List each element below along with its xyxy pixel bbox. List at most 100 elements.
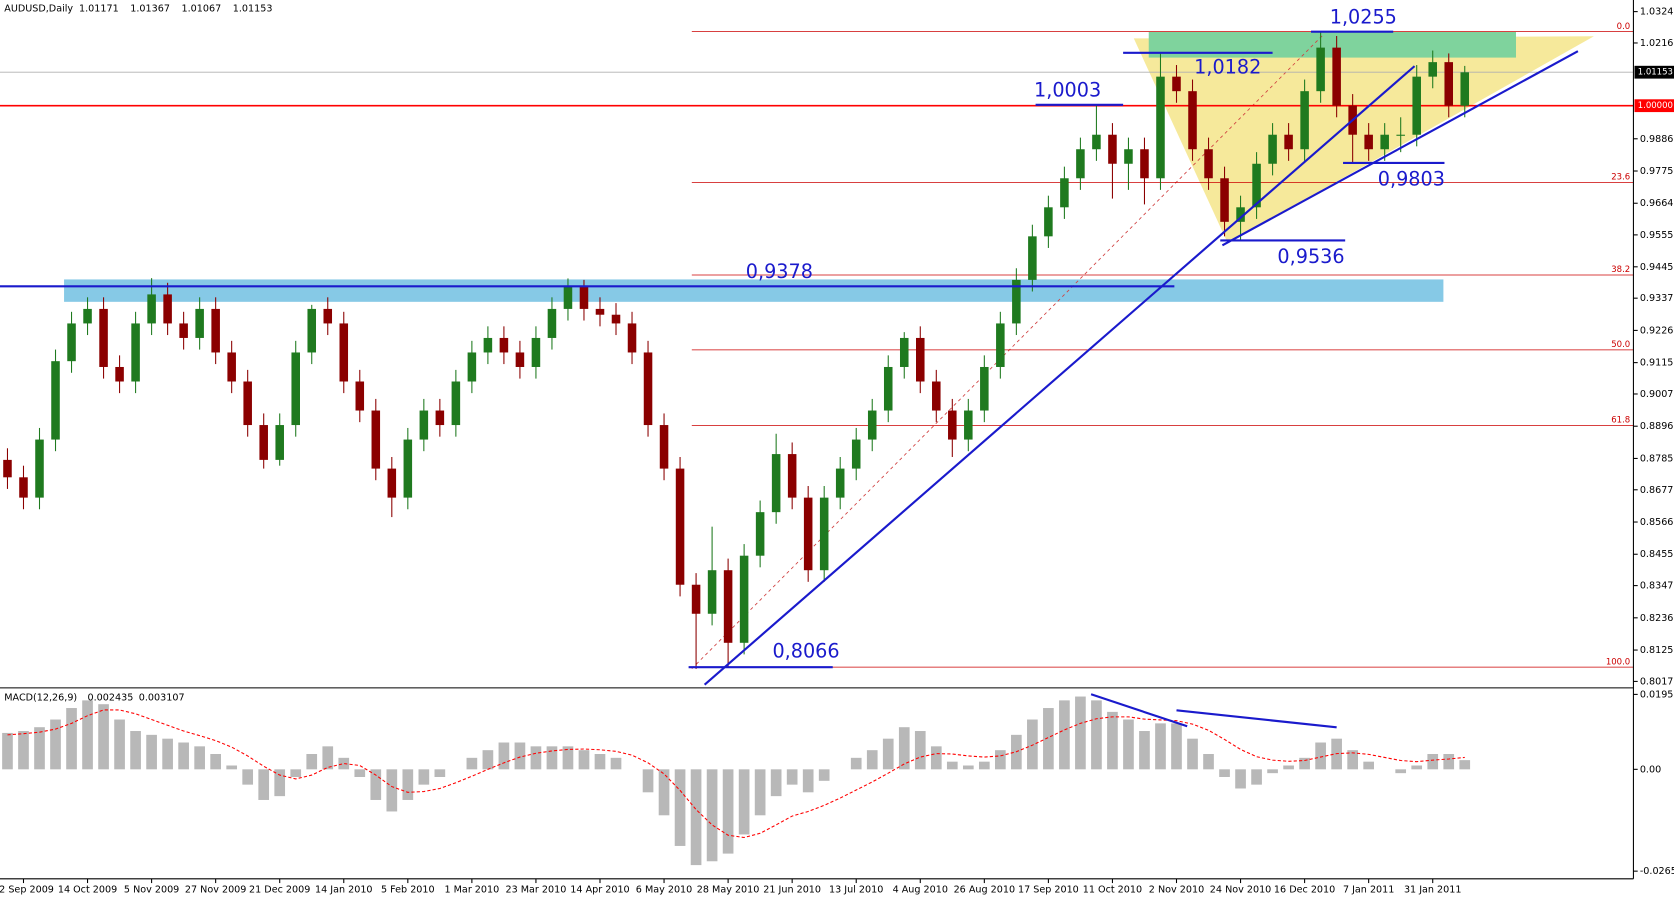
x-tick-label: 1 Mar 2010 (444, 884, 499, 895)
candle-body (1428, 62, 1437, 77)
macd-bar (722, 769, 734, 854)
macd-bar (674, 769, 686, 846)
x-tick-label: 14 Jan 2010 (315, 884, 373, 895)
candle-body (1412, 76, 1421, 135)
macd-bar (482, 750, 494, 770)
annotation-label: 0,9536 (1277, 245, 1344, 268)
macd-bar (898, 727, 910, 770)
candle-body (163, 294, 172, 324)
macd-bar (98, 704, 109, 770)
macd-bar (1091, 700, 1102, 770)
candle-body (131, 323, 140, 382)
macd-title: MACD(12,26,9) (4, 692, 77, 703)
x-tick-label: 14 Oct 2009 (58, 884, 117, 895)
macd-bar (1443, 754, 1455, 770)
candle-body (547, 308, 557, 338)
macd-bar (594, 754, 606, 770)
y-tick-label: 0.01956 (1640, 689, 1674, 700)
annotation-label: 1,0003 (1034, 78, 1101, 101)
y-tick-label: -0.02658 (1640, 866, 1674, 877)
candle-body (916, 337, 925, 382)
candle-body (147, 294, 156, 324)
candle-body (211, 308, 220, 353)
macd-bar (642, 769, 654, 793)
candle-body (964, 410, 973, 440)
chart-title: AUDUSD,Daily (4, 4, 73, 15)
macd-bar (1411, 765, 1423, 770)
macd-bar (1187, 738, 1198, 770)
candle-body (323, 308, 333, 324)
candle-body (948, 410, 957, 440)
macd-bar (1347, 750, 1358, 770)
candle-body (595, 308, 605, 315)
fib-label: 23.6 (1611, 173, 1630, 183)
macd-bar (1235, 769, 1246, 789)
signal-line (7, 709, 1465, 839)
candle-body (835, 468, 845, 498)
x-tick-label: 28 May 2010 (697, 884, 760, 895)
annotation-label: 1,0182 (1194, 55, 1261, 78)
macd-bar (786, 769, 798, 785)
macd-bar (66, 708, 77, 770)
x-tick-label: 16 Dec 2010 (1274, 884, 1335, 895)
macd-bar (402, 769, 414, 800)
fib-label: 0.0 (1617, 22, 1631, 32)
x-tick-label: 24 Nov 2010 (1210, 884, 1271, 895)
candle-body (1028, 236, 1037, 280)
candle-body (659, 425, 669, 469)
candle-body (1380, 134, 1389, 150)
fib-label: 100.0 (1606, 657, 1630, 667)
macd-bar (1171, 723, 1182, 770)
candle-body (1092, 134, 1101, 150)
macd-bar (738, 769, 750, 835)
price-tag-label: 1.01153 (1638, 68, 1673, 78)
candle-body (451, 381, 461, 426)
macd-bar (226, 765, 238, 770)
macd-bar (514, 742, 526, 770)
x-tick-label: 4 Aug 2010 (893, 884, 948, 895)
x-tick-label: 5 Feb 2010 (381, 884, 435, 895)
candle-body (611, 314, 621, 324)
candle-body (899, 337, 909, 367)
macd-bar (1363, 761, 1375, 770)
candle-body (1140, 149, 1149, 179)
x-tick-label: 23 Mar 2010 (506, 884, 567, 895)
candle-body (707, 570, 717, 614)
x-tick-label: 13 Jul 2010 (829, 884, 883, 895)
candle-body (1284, 134, 1293, 150)
macd-bar (1395, 769, 1407, 774)
candle-body (179, 323, 188, 338)
macd-bar (210, 754, 221, 770)
candle-body (739, 555, 749, 643)
candle-body (1060, 178, 1069, 208)
macd-bar (610, 757, 622, 770)
header-value: 1.01067 (181, 4, 221, 15)
candle-body (371, 410, 381, 469)
annotation-label: 0,9803 (1378, 167, 1445, 190)
macd-bar (995, 750, 1006, 770)
macd-bar (1315, 742, 1326, 770)
price-tag (1634, 65, 1674, 79)
candle-body (980, 366, 989, 411)
divergence-line (1176, 709, 1337, 729)
x-tick-label: 22 Sep 2009 (0, 884, 54, 895)
trend-line (1221, 50, 1579, 247)
candle-body (115, 366, 124, 382)
macd-bar (18, 731, 29, 770)
macd-bar (754, 769, 766, 816)
candle-body (51, 361, 60, 440)
candle-body (419, 410, 429, 440)
y-tick-label: 1.03240 (1640, 7, 1674, 18)
macd-bar (50, 719, 61, 770)
